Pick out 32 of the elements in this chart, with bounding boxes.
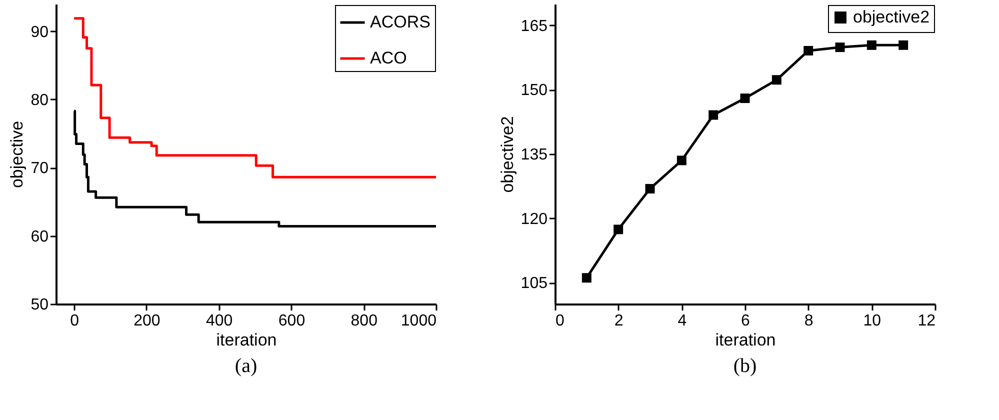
y-tick-label: 135 — [520, 146, 548, 164]
text: (a) — [234, 355, 258, 377]
x-tick-label: 0 — [556, 312, 564, 330]
y-tick-label: 105 — [520, 275, 548, 292]
x-tick-label: 400 — [206, 312, 233, 330]
y-tick-label: 90 — [30, 24, 49, 41]
y-tick-label: 165 — [520, 18, 548, 35]
y-tick-label: 70 — [30, 160, 49, 178]
x-tick-label: 2 — [614, 312, 624, 330]
y-tick-label: 120 — [520, 210, 548, 228]
x-tick-label: 10 — [863, 312, 882, 330]
x-tick-label: 4 — [678, 312, 687, 330]
y-tick-label: 50 — [30, 296, 49, 314]
x-tick-label: 1000 — [400, 312, 437, 330]
legend-label: ACO — [370, 48, 407, 68]
y-axis-title: objective — [8, 120, 27, 188]
text: (b) — [733, 355, 757, 377]
y-tick-label: 150 — [520, 82, 548, 100]
x-tick-label: 8 — [804, 312, 814, 330]
x-axis-title: iteration — [216, 330, 277, 350]
x-tick-label: 200 — [134, 312, 160, 330]
x-tick-label: 600 — [278, 312, 306, 330]
y-axis-title: objective2 — [498, 116, 517, 193]
legend-label: ACORS — [370, 12, 430, 32]
x-axis-title: iteration — [715, 330, 776, 350]
x-tick-label: 800 — [350, 312, 378, 330]
y-tick-label: 60 — [30, 228, 49, 246]
x-tick-label: 12 — [918, 312, 936, 330]
legend-label: objective2 — [853, 8, 930, 26]
x-tick-label: 6 — [741, 312, 750, 330]
x-tick-label: 0 — [70, 312, 80, 330]
y-tick-label: 80 — [30, 92, 49, 109]
